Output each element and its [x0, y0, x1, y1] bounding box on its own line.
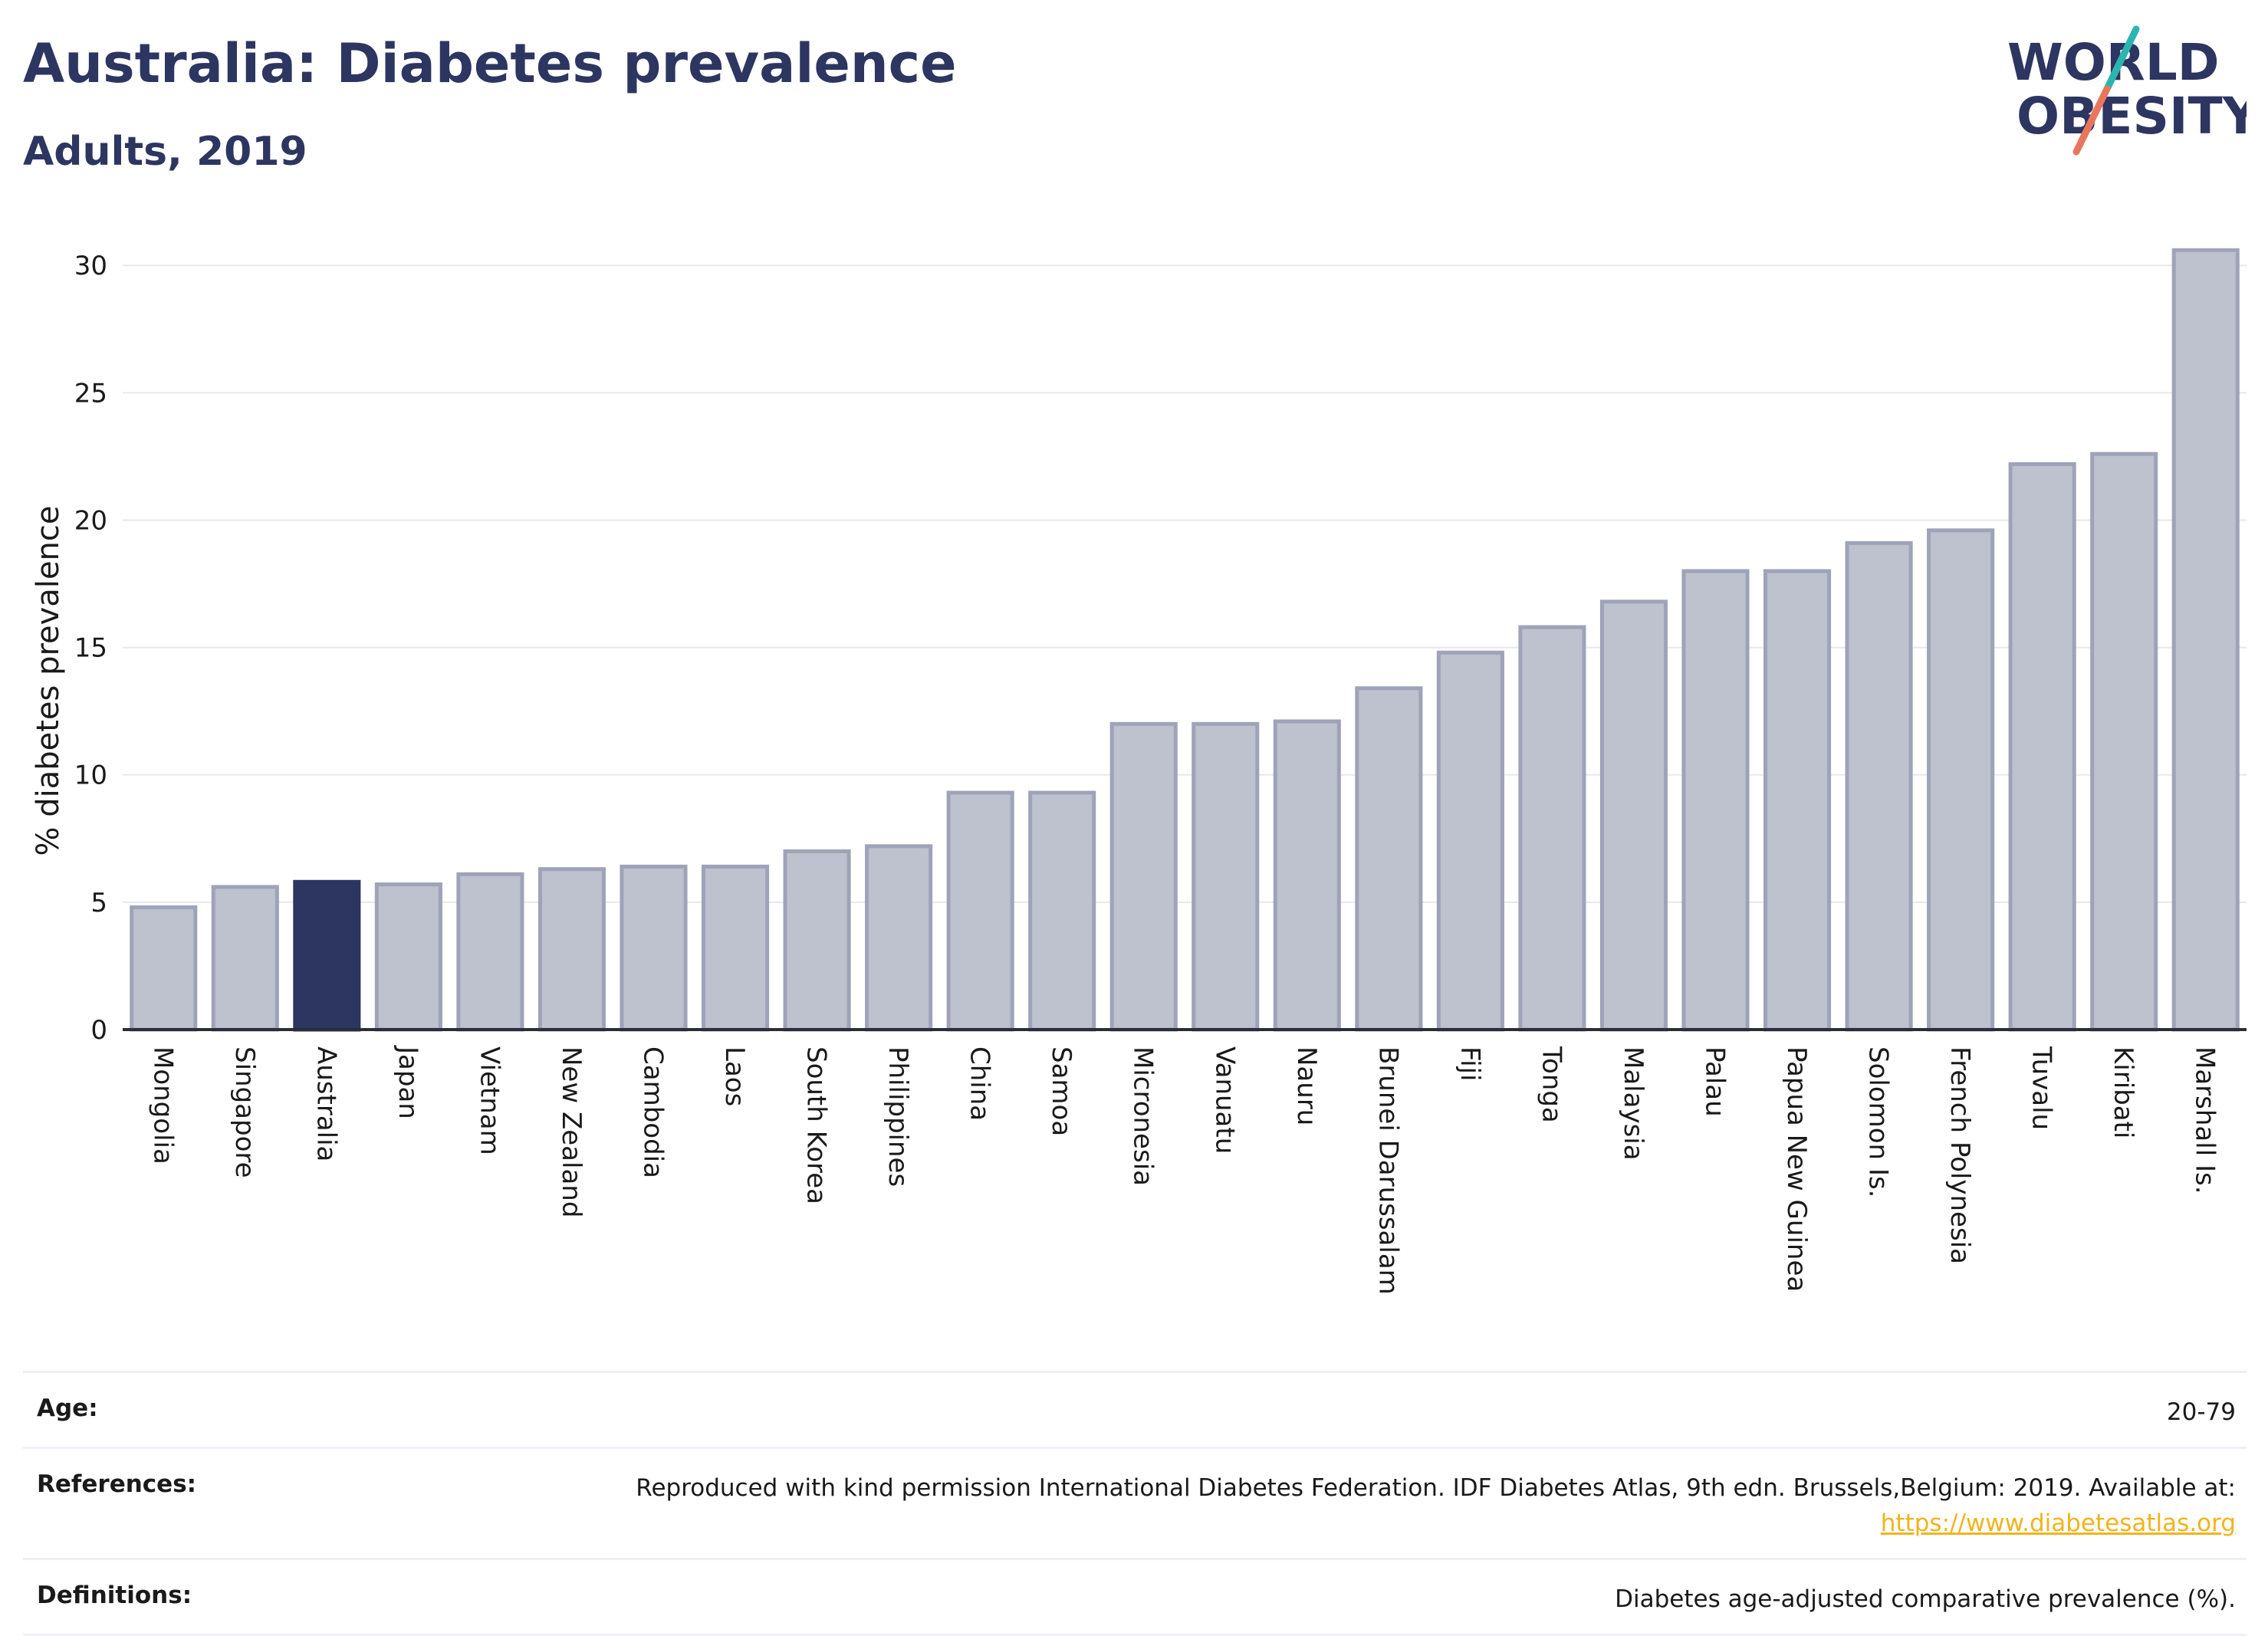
x-tick-label: South Korea — [801, 1046, 832, 1204]
x-tick-label: Philippines — [883, 1046, 913, 1187]
bar-mongolia — [130, 905, 198, 1032]
bar-palau — [1681, 569, 1750, 1032]
bar-fiji — [1436, 650, 1504, 1032]
references-text: Reproduced with kind permission Internat… — [636, 1474, 2236, 1502]
x-tick-label: Fiji — [1454, 1046, 1485, 1081]
info-table: Age: 20-79 References: Reproduced with k… — [23, 1371, 2247, 1636]
references-value: Reproduced with kind permission Internat… — [636, 1470, 2236, 1541]
bar-chart: 0 5 10 15 20 25 30 Mongolia Singapore Australia J… — [31, 248, 2247, 1295]
x-tick-label: Brunei Darussalam — [1372, 1046, 1403, 1295]
y-tick-label: 25 — [74, 378, 107, 409]
logo-text-obesity: OBESITY — [2017, 87, 2247, 146]
x-tick-label: Marshall Is. — [2190, 1046, 2220, 1194]
y-tick-label: 15 — [74, 633, 107, 664]
x-tick-label: China — [965, 1046, 995, 1121]
x-tick-label: Kiribati — [2108, 1046, 2138, 1138]
y-tick-label: 0 — [90, 1015, 107, 1046]
x-tick-label: Japan — [393, 1045, 423, 1119]
definitions-label: Definitions: — [37, 1582, 192, 1609]
bar-samoa — [1028, 790, 1096, 1032]
x-tick-labels: Mongolia Singapore Australia Japan Vietnam Ne… — [147, 1045, 2220, 1295]
bar-south-korea — [783, 849, 851, 1032]
bar-china — [946, 790, 1014, 1032]
references-link[interactable]: https://www.diabetesatlas.org — [1880, 1510, 2236, 1537]
bar-french-polynesia — [1927, 528, 1995, 1032]
bar-brunei-darussalam — [1355, 686, 1423, 1032]
x-tick-label: Australia — [311, 1046, 341, 1161]
y-tick-labels: 0 5 10 15 20 25 30 — [74, 251, 107, 1046]
x-tick-label: Vanuatu — [1209, 1046, 1240, 1154]
y-tick-label: 20 — [74, 505, 107, 536]
x-tick-label: Malaysia — [1618, 1046, 1648, 1161]
x-tick-label: Singapore — [229, 1046, 260, 1178]
y-tick-label: 30 — [74, 251, 107, 281]
bar-australia — [293, 879, 361, 1032]
x-tick-label: Papua New Guinea — [1781, 1046, 1812, 1292]
x-tick-label: French Polynesia — [1944, 1046, 1975, 1264]
x-tick-label: Micronesia — [1128, 1046, 1159, 1186]
bars — [130, 248, 2240, 1032]
x-tick-label: Tonga — [1536, 1046, 1566, 1123]
info-row-age: Age: 20-79 — [23, 1371, 2247, 1447]
bar-marshall-is — [2171, 248, 2240, 1032]
bar-nauru — [1273, 719, 1341, 1032]
bar-micronesia — [1109, 721, 1178, 1032]
x-tick-label: Palau — [1700, 1046, 1731, 1117]
bar-laos — [701, 864, 770, 1032]
chart-subtitle: Adults, 2019 — [23, 129, 307, 175]
bar-vanuatu — [1192, 721, 1260, 1032]
y-tick-label: 5 — [90, 888, 107, 918]
chart-title: Australia: Diabetes prevalence — [23, 32, 957, 95]
references-label: References: — [37, 1470, 197, 1498]
definitions-value: Diabetes age-adjusted comparative preval… — [1615, 1585, 2236, 1613]
x-tick-label: Mongolia — [147, 1046, 178, 1165]
x-tick-label: Samoa — [1046, 1046, 1076, 1136]
bar-kiribati — [2090, 452, 2158, 1032]
y-tick-label: 10 — [74, 761, 107, 791]
y-axis-title: % diabetes prevalence — [31, 505, 66, 856]
x-tick-label: New Zealand — [556, 1046, 587, 1217]
x-tick-label: Solomon Is. — [1863, 1046, 1894, 1197]
bar-singapore — [211, 885, 279, 1032]
x-tick-label: Nauru — [1291, 1046, 1322, 1125]
info-row-references: References: Reproduced with kind permiss… — [23, 1447, 2247, 1558]
world-obesity-logo: WORLD OBESITY — [2007, 25, 2247, 156]
logo-slash-teal — [2103, 25, 2140, 93]
bar-tuvalu — [2008, 462, 2076, 1032]
bar-tonga — [1518, 625, 1586, 1032]
bar-new-zealand — [537, 867, 606, 1032]
age-value: 20-79 — [2166, 1398, 2236, 1426]
bar-japan — [374, 882, 442, 1032]
x-tick-label: Cambodia — [638, 1046, 669, 1178]
bar-philippines — [865, 844, 933, 1032]
bar-malaysia — [1599, 600, 1668, 1032]
bar-solomon-is — [1845, 540, 1913, 1032]
bar-vietnam — [456, 872, 524, 1032]
x-tick-label: Laos — [719, 1046, 750, 1106]
bar-papua-new-guinea — [1763, 569, 1832, 1032]
logo-slash-coral — [2072, 85, 2111, 156]
x-tick-label: Vietnam — [474, 1046, 505, 1155]
info-row-definitions: Definitions: Diabetes age-adjusted compa… — [23, 1558, 2247, 1636]
age-label: Age: — [37, 1395, 98, 1422]
bar-cambodia — [620, 864, 688, 1032]
x-tick-label: Tuvalu — [2026, 1046, 2057, 1130]
